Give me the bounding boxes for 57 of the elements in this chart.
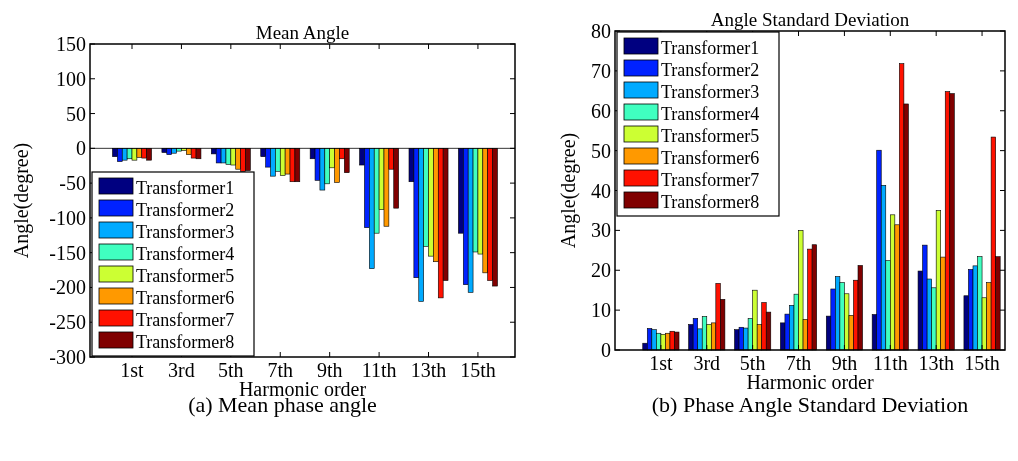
y-tick-label: 30 — [591, 219, 611, 242]
y-tick-label: 10 — [591, 299, 611, 322]
x-tick-label: 3rd — [693, 352, 721, 374]
y-axis-title: Angle(degree) — [10, 142, 33, 259]
x-tick-label: 15th — [460, 359, 496, 381]
legend-label: Transformer8 — [136, 332, 235, 352]
x-tick-label: 1st — [649, 352, 673, 374]
legend-label: Transformer6 — [661, 148, 760, 168]
y-tick-label: -200 — [49, 276, 86, 299]
text: (b) Phase Angle Standard Deviation — [651, 392, 969, 417]
y-tick-label: 150 — [56, 33, 86, 55]
x-tick-label: 5th — [218, 359, 244, 381]
x-tick-label: 9th — [831, 352, 858, 374]
y-tick-label: -150 — [49, 241, 86, 264]
y-tick-label: 50 — [66, 102, 86, 125]
legend-label: Transformer8 — [661, 192, 760, 212]
chart-title: Mean Angle — [255, 22, 350, 43]
x-axis-title: Harmonic order — [746, 371, 874, 393]
x-tick-label: 7th — [785, 352, 812, 374]
y-tick-label: -100 — [49, 206, 86, 229]
y-axis-title: Angle(degree) — [557, 132, 580, 249]
x-tick-label: 13th — [410, 359, 447, 381]
legend-label: Transformer6 — [136, 288, 235, 308]
legend-label: Transformer4 — [661, 104, 760, 124]
legend-label: Transformer3 — [661, 82, 760, 102]
x-tick-label: 15th — [964, 352, 1000, 374]
y-tick-label: 70 — [591, 59, 611, 82]
legend-label: Transformer7 — [136, 310, 235, 330]
y-tick-label: 20 — [591, 259, 611, 282]
y-tick-label: 0 — [76, 137, 86, 160]
x-tick-label: 5th — [739, 352, 766, 374]
y-tick-label: 40 — [591, 179, 611, 202]
y-tick-label: -50 — [59, 172, 86, 195]
x-tick-label: 11th — [361, 359, 397, 381]
y-tick-label: -250 — [49, 311, 86, 334]
chart-title: Angle Standard Deviation — [710, 9, 910, 30]
legend-label: Transformer2 — [661, 60, 760, 80]
y-tick-label: 80 — [591, 20, 611, 42]
y-tick-label: -300 — [49, 346, 86, 368]
legend-label: Transformer2 — [136, 200, 235, 220]
y-tick-label: 100 — [56, 67, 86, 90]
y-tick-label: 0 — [601, 339, 611, 361]
x-tick-label: 11th — [872, 352, 908, 374]
legend-label: Transformer1 — [661, 38, 760, 58]
x-tick-label: 7th — [267, 359, 294, 381]
x-tick-label: 13th — [918, 352, 954, 374]
x-tick-label: 3rd — [168, 359, 195, 381]
y-tick-label: 60 — [591, 99, 611, 122]
y-tick-label: 50 — [591, 139, 611, 162]
x-tick-label: 1st — [120, 359, 145, 381]
legend-label: Transformer4 — [136, 244, 235, 264]
legend-label: Transformer3 — [136, 222, 235, 242]
legend-label: Transformer5 — [661, 126, 760, 146]
x-tick-label: 9th — [316, 359, 343, 381]
legend-label: Transformer5 — [136, 266, 235, 286]
legend-label: Transformer7 — [661, 170, 760, 190]
legend-label: Transformer1 — [136, 178, 235, 198]
